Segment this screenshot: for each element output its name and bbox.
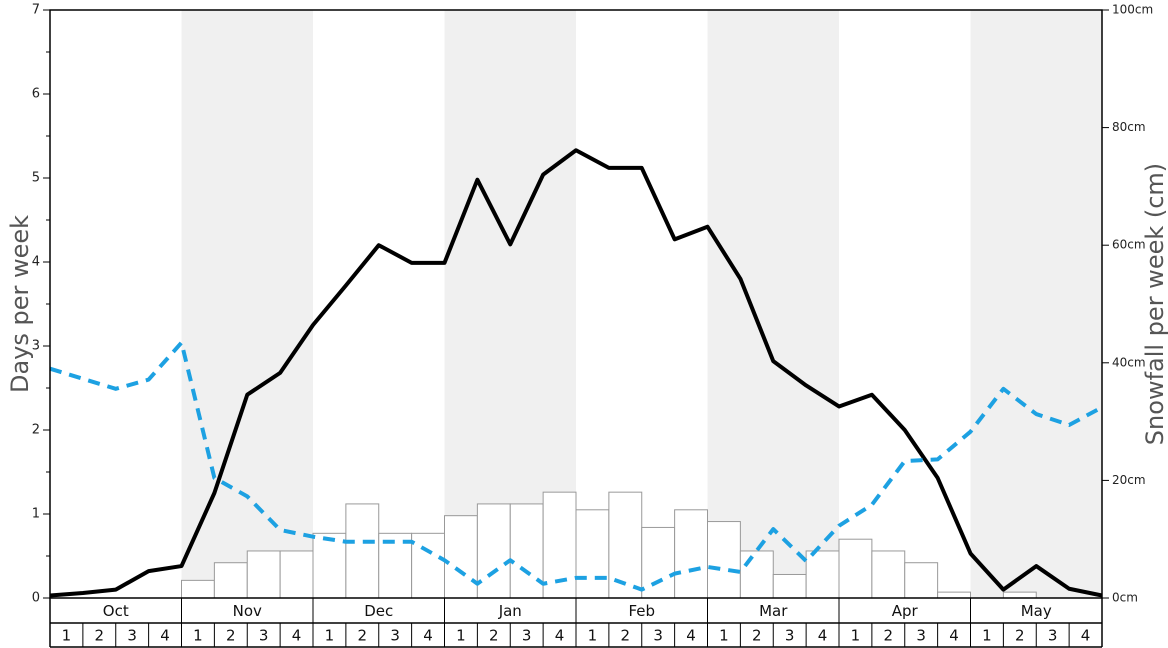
week-label: 3 xyxy=(390,627,400,645)
snowfall-bar xyxy=(246,550,281,599)
week-label: 1 xyxy=(719,627,729,645)
snowfall-bar xyxy=(674,509,708,599)
month-label-may: May xyxy=(1021,602,1052,620)
snowfall-bar xyxy=(213,562,248,599)
left-tick-label: 5 xyxy=(32,171,40,186)
left-tick-label: 0 xyxy=(32,591,40,606)
snowfall-bar xyxy=(444,515,478,599)
shade-nov xyxy=(181,10,313,598)
week-label: 2 xyxy=(226,627,236,645)
shade-may xyxy=(970,10,1102,598)
week-label: 1 xyxy=(193,627,203,645)
snowfall-bar xyxy=(411,532,445,599)
right-tick-label: 80cm xyxy=(1112,120,1146,134)
month-week-axis: Oct 1 2 3 4 Nov 1 2 3 4 Dec 1 2 3 4 Jan 1 2 3 4 Feb 1 2 3 4 Mar 1 2… xyxy=(49,598,1103,648)
left-tick-label: 1 xyxy=(32,507,40,522)
dashed-line xyxy=(49,340,1103,592)
left-tick-label: 2 xyxy=(32,423,40,438)
week-label: 2 xyxy=(95,627,105,645)
right-tick-label: 100cm xyxy=(1112,3,1153,17)
snowfall-bar xyxy=(937,591,971,599)
snowfall-bar xyxy=(904,562,939,599)
right-tick-label: 40cm xyxy=(1112,355,1146,369)
week-label: 3 xyxy=(522,627,532,645)
snowfall-bar xyxy=(575,509,610,599)
month-label-apr: Apr xyxy=(892,602,919,620)
week-label: 4 xyxy=(686,627,696,645)
left-axis-title: Days per week xyxy=(6,215,34,393)
snowfall-bar xyxy=(871,550,906,599)
week-label: 3 xyxy=(1048,627,1058,645)
right-axis-title: Snowfall per week (cm) xyxy=(1141,163,1168,445)
left-tick-label: 6 xyxy=(32,87,40,102)
week-label: 3 xyxy=(785,627,795,645)
week-label: 1 xyxy=(982,627,992,645)
solid-line xyxy=(49,148,1103,598)
right-tick-label: 0cm xyxy=(1112,591,1138,605)
week-label: 4 xyxy=(292,627,302,645)
snowfall-bar xyxy=(509,503,544,599)
snowfall-bar xyxy=(805,550,840,599)
month-label-nov: Nov xyxy=(233,602,262,620)
week-label: 2 xyxy=(621,627,631,645)
snowfall-bar xyxy=(279,550,314,599)
month-label-mar: Mar xyxy=(759,602,788,620)
week-label: 2 xyxy=(1015,627,1025,645)
snowfall-bar xyxy=(641,526,676,599)
left-tick-label: 4 xyxy=(32,255,40,270)
right-tick-label: 20cm xyxy=(1112,473,1146,487)
week-label: 4 xyxy=(818,627,828,645)
left-tick-label: 3 xyxy=(32,339,40,354)
week-label: 2 xyxy=(752,627,762,645)
snowfall-bar xyxy=(739,550,774,599)
snowfall-bar xyxy=(312,532,347,599)
month-label-feb: Feb xyxy=(628,602,655,620)
snowfall-bar xyxy=(838,538,873,599)
week-label: 4 xyxy=(160,627,170,645)
week-label: 1 xyxy=(62,627,72,645)
week-label: 4 xyxy=(555,627,565,645)
week-label: 1 xyxy=(588,627,598,645)
week-label: 3 xyxy=(127,627,137,645)
week-label: 4 xyxy=(1081,627,1091,645)
snowfall-bar xyxy=(1002,591,1037,599)
week-label: 2 xyxy=(489,627,499,645)
left-tick-label: 7 xyxy=(32,3,40,18)
month-label-oct: Oct xyxy=(103,602,129,620)
week-label: 4 xyxy=(949,627,959,645)
series-lines xyxy=(49,148,1103,598)
snowfall-bar xyxy=(707,521,741,599)
right-tick-label: 60cm xyxy=(1112,238,1146,252)
week-label: 1 xyxy=(456,627,466,645)
week-label: 1 xyxy=(325,627,335,645)
week-label: 4 xyxy=(423,627,433,645)
week-label: 1 xyxy=(851,627,861,645)
snowfall-bar xyxy=(345,503,380,599)
month-shading xyxy=(181,10,1102,598)
month-label-jan: Jan xyxy=(498,602,522,620)
snowfall-bar xyxy=(476,503,511,599)
left-axis: 0 1 2 3 4 5 6 7 xyxy=(32,3,50,606)
month-label-dec: Dec xyxy=(364,602,393,620)
week-label: 2 xyxy=(884,627,894,645)
week-label: 3 xyxy=(653,627,663,645)
shade-mar xyxy=(707,10,839,598)
right-axis: 0cm 20cm 40cm 60cm 80cm 100cm xyxy=(1102,3,1153,605)
week-label: 3 xyxy=(259,627,269,645)
snowfall-bar xyxy=(181,579,215,599)
week-label: 2 xyxy=(358,627,368,645)
snowfall-bar xyxy=(772,573,807,599)
week-label: 3 xyxy=(916,627,926,645)
